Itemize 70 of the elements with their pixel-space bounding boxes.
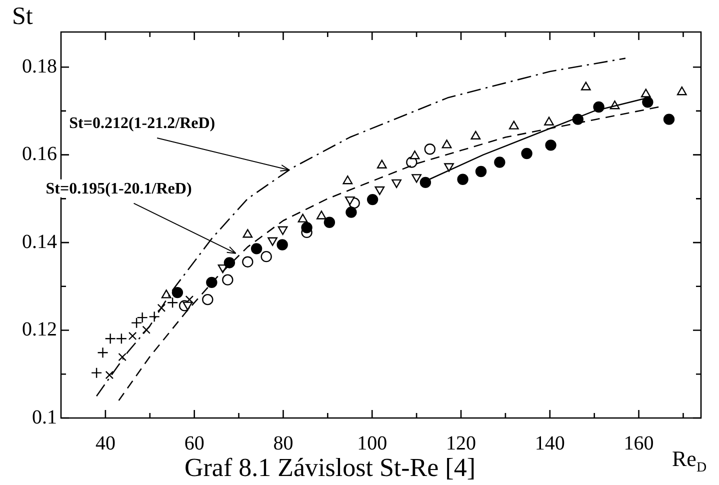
point [642,96,654,108]
point [420,176,432,188]
x-tick-label: 40 [95,432,116,454]
point [324,216,336,228]
point [97,347,108,358]
point [508,120,519,130]
point [346,206,357,218]
point [105,370,114,380]
point [545,140,556,151]
point [206,276,218,288]
point [457,174,468,185]
point [90,367,102,378]
point [166,297,178,308]
point [142,326,150,334]
y-tick-label: 0.12 [22,318,57,341]
point [344,196,355,206]
point [276,239,288,250]
point [376,160,387,168]
y-tick-label: 0.18 [22,55,57,78]
point [172,286,184,298]
point [222,274,234,286]
point [136,312,148,324]
point [475,166,487,178]
point [470,130,481,140]
point [278,226,288,235]
point [104,333,116,344]
point [494,156,506,168]
point [301,222,312,234]
point [663,114,675,125]
point [185,295,194,304]
point [342,176,353,184]
point [268,237,278,246]
x-tick-label: 60 [184,432,204,454]
y-axis-title: St [12,3,33,30]
point [442,140,452,148]
text: Graf 8.1 Závislost St-Re [4] [184,453,476,482]
point [676,86,687,96]
point [366,194,378,206]
point [128,332,137,340]
point [521,148,532,160]
point [202,294,214,306]
point [182,302,193,310]
y-tick-label: 0.16 [22,143,57,166]
x-tick-label: 80 [273,432,294,454]
point [224,257,236,268]
point [424,144,436,155]
point [250,243,262,254]
annotation: St=0.212(1-21.2/ReD) [69,114,216,132]
point [298,214,308,222]
point [118,352,126,362]
x-tick-label: 100 [357,432,388,454]
x-tick-label: 140 [534,432,565,454]
point [640,88,651,98]
point [580,82,591,90]
point [116,333,128,344]
annotation: St=0.195(1-20.1/ReD) [46,180,192,198]
point [260,250,272,262]
y-tick-label: 0.1 [32,406,57,428]
point [242,229,253,238]
point [157,304,166,312]
point [316,210,326,220]
point [242,256,254,268]
point [161,290,172,298]
x-tick-label: 120 [446,432,476,454]
x-tick-label: 160 [624,432,654,454]
point [130,317,142,328]
point [544,116,554,126]
point [148,311,160,322]
y-tick-label: 0.14 [22,230,57,253]
point [410,150,420,160]
